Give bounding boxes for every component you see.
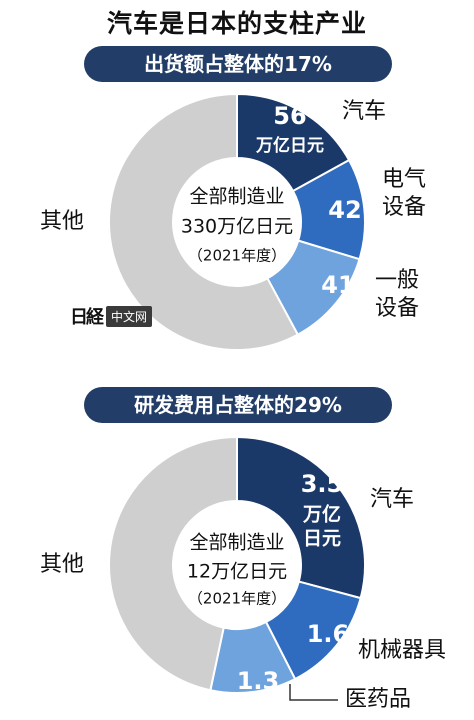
donut-rnd-slice-0: [236, 435, 366, 600]
watermark-text: 中文网: [106, 305, 153, 327]
donut-shipments-label-1-0: 电气: [382, 167, 426, 192]
donut-shipments-center-2: （2021年度）: [188, 247, 286, 265]
donut-rnd-value-1-0: 1.6: [307, 620, 350, 648]
donut-rnd-value-0-0: 3.5: [301, 470, 344, 498]
donut-shipments-label-1-1: 设备: [382, 195, 426, 220]
donut-rnd-center-2: （2021年度）: [188, 590, 286, 608]
leader-line-medicine: [289, 684, 338, 701]
donut-rnd-label-0-0: 汽车: [370, 487, 414, 512]
donut-shipments-value-2-0: 41: [321, 271, 354, 299]
donut-rnd-value-0-2: 日元: [303, 528, 341, 550]
donut-rnd-value-0-1: 万亿: [302, 503, 341, 526]
donut-rnd-label-3-0: 其他: [40, 552, 84, 577]
chart-banner-rnd: 研发费用占整体的29%: [84, 387, 392, 423]
donut-rnd-label-2-0: 医药品: [345, 687, 411, 712]
donut-rnd-center-1: 12万亿日元: [187, 561, 287, 583]
donut-rnd-label-1-0: 机械器具: [358, 638, 446, 663]
chart-banner-shipments: 出货额占整体的17%: [84, 46, 392, 82]
donut-shipments-slice-3: [108, 92, 300, 351]
donut-shipments-value-1-0: 42: [328, 196, 361, 224]
watermark-logo: 日経 中文网: [70, 305, 153, 328]
page-title: 汽车是日本的支柱产业: [106, 9, 367, 38]
donut-shipments-label-0-0: 汽车: [342, 99, 386, 124]
donut-shipments-center-1: 330万亿日元: [181, 216, 293, 238]
donut-shipments-center-0: 全部制造业: [189, 186, 284, 208]
donut-shipments-label-2-0: 一般: [375, 268, 419, 293]
donut-rnd-value-2-0: 1.3: [237, 667, 280, 695]
donut-shipments-label-2-1: 设备: [375, 296, 419, 321]
donut-rnd-slice-3: [108, 435, 238, 692]
donut-shipments-value-0-0: 56: [273, 102, 306, 130]
donut-rnd-center-0: 全部制造业: [189, 532, 284, 554]
donut-shipments-label-3-0: 其他: [40, 209, 84, 234]
watermark-mark: 日経: [70, 307, 104, 328]
donut-shipments-value-0-1: 万亿日元: [255, 135, 324, 156]
